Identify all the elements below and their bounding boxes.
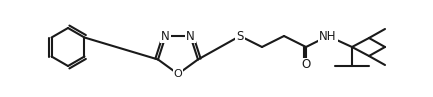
Text: S: S	[236, 29, 244, 42]
Text: N: N	[161, 29, 170, 42]
Text: O: O	[301, 58, 310, 71]
Text: O: O	[174, 69, 182, 79]
Text: N: N	[186, 29, 195, 42]
Text: NH: NH	[319, 29, 337, 42]
